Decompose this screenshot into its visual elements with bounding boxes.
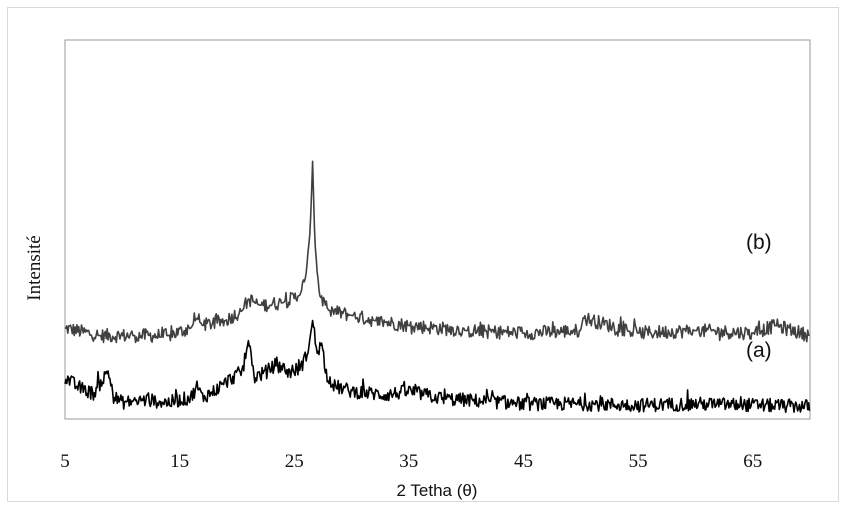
x-tick-label: 65	[743, 451, 762, 472]
x-tick-label: 15	[170, 451, 189, 472]
series-group	[64, 160, 811, 414]
series-label: (a)	[746, 339, 772, 362]
y-axis-title: Intensité	[24, 235, 45, 300]
chart-frame	[7, 7, 839, 502]
x-ticks: 5 15 25 35 45 55 65	[60, 451, 762, 472]
x-tick-label: 35	[399, 451, 418, 472]
series-labels: (b) (a)	[746, 231, 772, 362]
x-tick-label: 5	[60, 451, 70, 472]
series-line-a	[64, 319, 811, 414]
x-tick-label: 55	[629, 451, 648, 472]
series-label: (b)	[746, 231, 772, 254]
x-tick-label: 45	[514, 451, 533, 472]
series-line-b	[64, 160, 810, 344]
x-axis-title: 2 Tetha (θ)	[397, 481, 478, 500]
plot-area	[64, 39, 811, 420]
x-tick-label: 25	[285, 451, 304, 472]
